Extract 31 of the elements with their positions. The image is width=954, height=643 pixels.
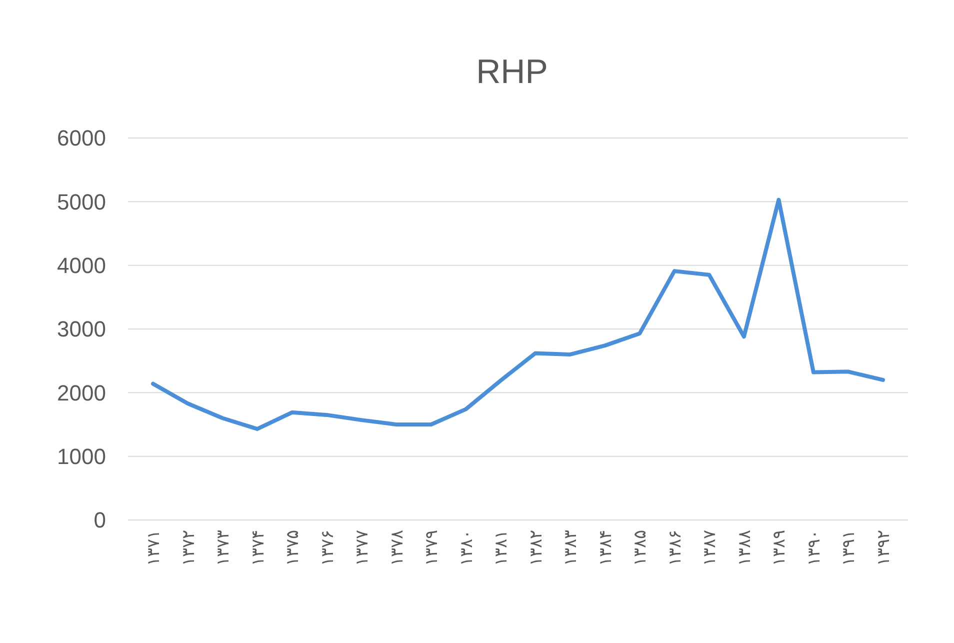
y-tick-label: 2000 [57, 380, 106, 406]
chart-title: RHP [476, 53, 548, 91]
y-tick-label: 3000 [57, 316, 106, 342]
x-tick-label: ۱۳۸۵ [630, 530, 650, 566]
y-tick-label: 1000 [57, 444, 106, 470]
y-tick-label: 4000 [57, 253, 106, 278]
x-tick-label: ۱۳۷۵ [283, 530, 302, 566]
y-tick-label: 5000 [57, 189, 106, 214]
x-tick-label: ۱۳۹۱ [839, 530, 858, 566]
y-tick-label: 0 [94, 508, 106, 533]
x-tick-label: ۱۳۹۲ [874, 530, 893, 566]
x-tick-label: ۱۳۸۹ [770, 530, 789, 566]
x-tick-label: ۱۳۷۱ [144, 530, 163, 566]
x-tick-label: ۱۳۸۱ [492, 530, 511, 566]
line-series [151, 198, 885, 431]
x-tick-label: ۱۳۸۲ [526, 530, 546, 566]
x-tick-label: ۱۳۸۰ [456, 530, 476, 566]
x-tick-label: ۱۳۹۰ [804, 530, 824, 566]
x-tick-label: ۱۳۸۴ [596, 530, 615, 566]
x-tick-label: ۱۳۷۴ [248, 530, 268, 566]
x-tick-label: ۱۳۷۲ [178, 530, 198, 566]
y-tick-label: 6000 [57, 126, 106, 151]
x-tick-label: ۱۳۷۸ [387, 530, 406, 566]
x-tick-label: ۱۳۷۶ [318, 530, 337, 566]
x-tick-label: ۱۳۷۳ [214, 530, 233, 566]
x-tick-label: ۱۳۸۸ [734, 530, 754, 566]
x-tick-label: ۱۳۷۷ [352, 530, 372, 566]
x-tick-label: ۱۳۸۷ [700, 530, 720, 566]
x-tick-label: ۱۳۷۹ [422, 530, 442, 566]
x-tick-label: ۱۳۸۶ [665, 530, 684, 566]
x-tick-label: ۱۳۸۳ [561, 530, 580, 566]
